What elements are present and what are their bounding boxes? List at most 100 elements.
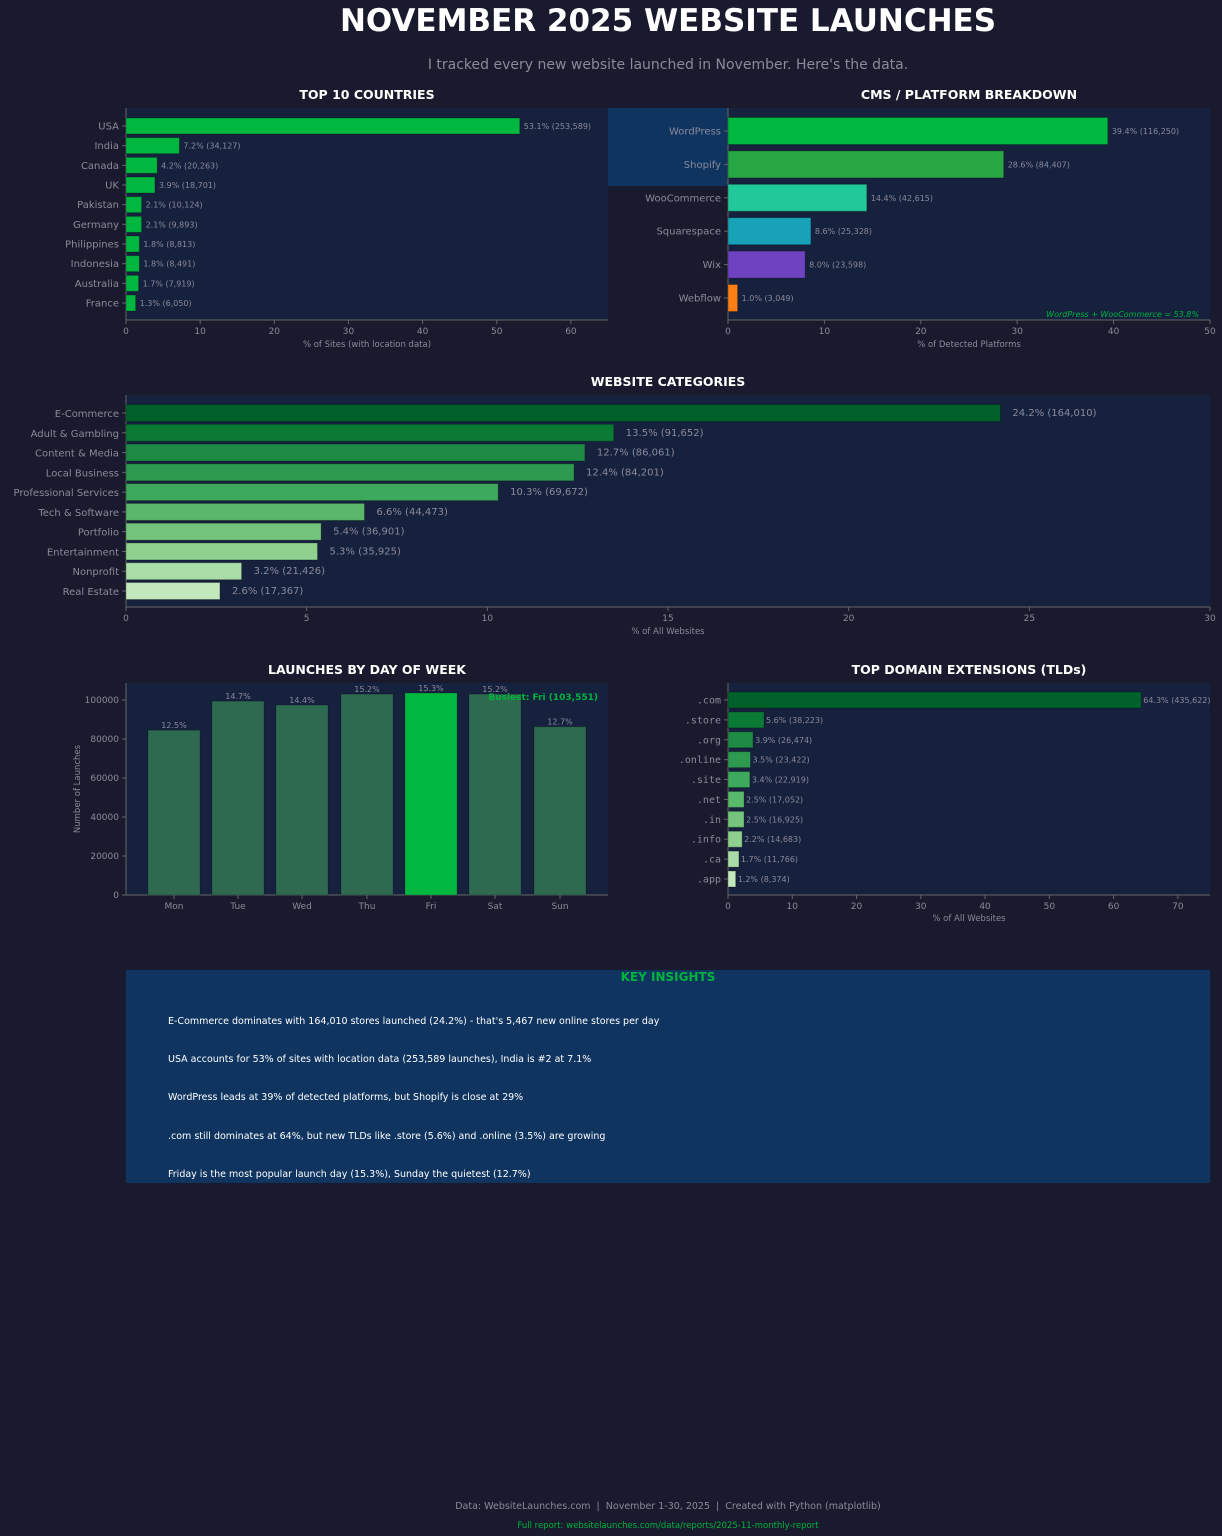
countries-value-label: 1.3% (6,050) — [140, 299, 192, 308]
countries-bar — [125, 255, 140, 273]
categories-category-label: Real Estate — [63, 587, 119, 598]
tlds-value-label: 2.5% (17,052) — [746, 795, 803, 804]
insight-item: USA accounts for 53% of sites with locat… — [168, 1054, 591, 1065]
categories-xlabel: % of All Websites — [631, 627, 705, 637]
tlds-category-label: .in — [703, 815, 721, 826]
cms-bar — [727, 250, 806, 279]
cms-highlight-region — [608, 108, 728, 186]
countries-x-tick-label: 10 — [194, 327, 206, 337]
footer-source: Data: WebsiteLaunches.com | November 1-3… — [455, 1501, 881, 1512]
countries-x-tick-label: 60 — [565, 327, 577, 337]
categories-x-tick-label: 0 — [123, 614, 129, 624]
tlds-value-label: 2.5% (16,925) — [746, 815, 803, 824]
countries-xlabel: % of Sites (with location data) — [303, 340, 431, 350]
cms-bar — [727, 117, 1109, 145]
days-ylabel: Number of Launches — [73, 744, 83, 833]
days-y-tick-label: 0 — [113, 891, 119, 901]
countries-value-label: 1.8% (8,813) — [143, 240, 195, 249]
tlds-xlabel: % of All Websites — [932, 914, 1006, 924]
page-subtitle: I tracked every new website launched in … — [428, 57, 908, 73]
days-x-tick-label: Wed — [292, 902, 312, 912]
cms-category-label: Squarespace — [656, 227, 721, 238]
tlds-category-label: .info — [691, 835, 721, 846]
categories-category-label: Adult & Gambling — [31, 429, 119, 440]
countries-x-tick-label: 50 — [491, 327, 503, 337]
days-x-tick-label: Thu — [358, 902, 376, 912]
countries-x-tick-label: 40 — [417, 327, 429, 337]
categories-value-label: 3.2% (21,426) — [254, 566, 325, 577]
cms-category-label: Shopify — [684, 160, 721, 171]
insights-title: KEY INSIGHTS — [621, 970, 716, 984]
tlds-x-tick-label: 20 — [851, 902, 863, 912]
tlds-category-label: .site — [691, 775, 721, 786]
categories-value-label: 12.7% (86,061) — [597, 448, 675, 459]
tlds-x-tick-label: 50 — [1044, 902, 1056, 912]
countries-bar — [125, 137, 180, 155]
tlds-bar — [727, 850, 740, 868]
countries-category-label: France — [86, 299, 119, 310]
cms-x-tick-label: 20 — [915, 327, 927, 337]
countries-value-label: 53.1% (253,589) — [524, 122, 591, 131]
countries-category-label: Philippines — [65, 240, 119, 251]
categories-title: WEBSITE CATEGORIES — [591, 374, 746, 389]
days-bar — [340, 693, 394, 896]
days-x-tick-label: Sat — [488, 902, 503, 912]
categories-value-label: 13.5% (91,652) — [626, 428, 704, 439]
categories-bar — [125, 562, 243, 581]
categories-category-label: Content & Media — [35, 449, 119, 460]
countries-x-tick-label: 20 — [269, 327, 281, 337]
days-y-tick-label: 80000 — [90, 735, 119, 745]
tlds-x-tick-label: 0 — [725, 902, 731, 912]
tlds-category-label: .app — [697, 875, 721, 886]
countries-x-tick-label: 0 — [123, 327, 129, 337]
countries-plot-area — [126, 108, 608, 320]
days-y-tick-label: 40000 — [90, 813, 119, 823]
days-value-label: 12.7% — [547, 718, 573, 727]
categories-category-label: Nonprofit — [72, 567, 119, 578]
countries-bar — [125, 117, 521, 135]
cms-x-tick-label: 30 — [1011, 327, 1023, 337]
countries-x-tick-label: 30 — [343, 327, 355, 337]
categories-value-label: 6.6% (44,473) — [376, 507, 447, 518]
cms-category-label: WordPress — [669, 127, 721, 138]
insight-item: WordPress leads at 39% of detected platf… — [168, 1092, 523, 1103]
tlds-category-label: .online — [679, 755, 721, 766]
cms-bar — [727, 183, 868, 212]
cms-value-label: 8.0% (23,598) — [809, 261, 866, 270]
categories-category-label: Local Business — [46, 468, 119, 479]
categories-category-label: E-Commerce — [55, 409, 119, 420]
countries-category-label: Indonesia — [71, 259, 119, 270]
categories-value-label: 10.3% (69,672) — [510, 487, 588, 498]
countries-bar — [125, 156, 158, 174]
categories-category-label: Entertainment — [47, 547, 119, 558]
days-value-label: 15.2% — [482, 685, 508, 694]
cms-bar — [727, 217, 812, 246]
days-bar — [275, 704, 329, 896]
tlds-bar — [727, 790, 745, 808]
cms-value-label: 14.4% (42,615) — [871, 194, 933, 203]
footer-report-link[interactable]: Full report: websitelaunches.com/data/re… — [517, 1521, 819, 1531]
tlds-x-tick-label: 60 — [1108, 902, 1120, 912]
cms-category-label: Webflow — [679, 294, 721, 305]
categories-category-label: Portfolio — [78, 528, 119, 539]
countries-category-label: Germany — [73, 220, 119, 231]
categories-bar — [125, 502, 365, 521]
countries-value-label: 1.7% (7,919) — [143, 279, 195, 288]
cms-value-label: 8.6% (25,328) — [815, 227, 872, 236]
page-title: NOVEMBER 2025 WEBSITE LAUNCHES — [340, 3, 996, 39]
tlds-bar — [727, 711, 765, 729]
days-x-tick-label: Mon — [165, 902, 184, 912]
countries-value-label: 4.2% (20,263) — [161, 161, 218, 170]
categories-bar — [125, 463, 575, 482]
cms-x-tick-label: 50 — [1204, 327, 1216, 337]
tlds-x-tick-label: 40 — [979, 902, 991, 912]
countries-category-label: USA — [98, 122, 119, 133]
categories-bar — [125, 522, 322, 541]
cms-bar — [727, 150, 1005, 179]
days-y-tick-label: 60000 — [90, 774, 119, 784]
tlds-value-label: 1.7% (11,766) — [741, 855, 798, 864]
tlds-category-label: .ca — [703, 855, 721, 866]
days-bar — [533, 726, 587, 896]
categories-x-tick-label: 20 — [843, 614, 855, 624]
